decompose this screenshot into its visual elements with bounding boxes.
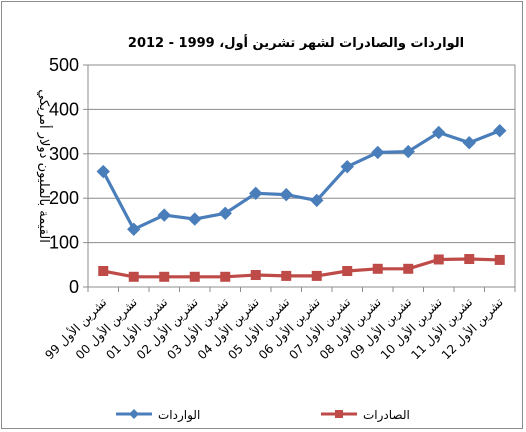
data-point	[128, 271, 139, 282]
data-point	[188, 212, 202, 226]
y-tick-label: 100	[49, 233, 79, 253]
data-point	[401, 144, 415, 159]
legend-item: الواردات	[116, 408, 200, 423]
series-layer	[96, 124, 507, 282]
y-tick-label: 300	[49, 144, 79, 164]
data-point	[157, 208, 171, 222]
plot-border	[87, 64, 516, 288]
series-1	[96, 124, 507, 236]
data-point	[220, 271, 231, 282]
data-point	[311, 270, 322, 281]
data-point	[371, 145, 385, 160]
data-point	[98, 266, 109, 277]
legend-label: الواردات	[158, 408, 200, 423]
data-point	[432, 125, 446, 140]
data-point	[403, 263, 414, 274]
data-point	[493, 124, 507, 138]
y-tick-label: 0	[69, 277, 79, 297]
data-point	[372, 263, 383, 274]
plot-area	[87, 64, 516, 288]
data-point	[342, 266, 353, 277]
data-point	[433, 254, 444, 265]
data-point	[96, 164, 110, 179]
data-point	[218, 206, 232, 221]
data-point	[464, 254, 475, 265]
series-2	[98, 254, 505, 282]
legend-item: الصادرات	[321, 408, 410, 423]
legend-label: الصادرات	[363, 408, 410, 423]
legend-marker	[335, 410, 343, 418]
data-point	[189, 271, 200, 282]
series-line	[102, 257, 500, 279]
data-point	[249, 186, 263, 201]
data-point	[250, 270, 261, 281]
data-point	[281, 270, 292, 281]
y-tick-label: 400	[49, 99, 79, 119]
data-point	[494, 254, 505, 265]
data-point	[340, 159, 354, 174]
y-tick-label: 500	[49, 55, 79, 75]
data-point	[127, 222, 141, 236]
data-point	[159, 271, 170, 282]
data-point	[462, 135, 476, 150]
y-axis-ticks: 0 100 200 300 400 500	[49, 55, 79, 297]
chart-title: الواردات والصادرات لشهر تشرين أول، 1999 …	[128, 34, 464, 51]
y-tick-label: 200	[49, 188, 79, 208]
data-point	[310, 193, 324, 208]
y-axis-label: القيمة بالمليون دولار أمريكي	[36, 89, 53, 243]
legend: الواردات الصادرات	[116, 408, 410, 423]
data-point	[279, 187, 293, 202]
legend-marker	[129, 409, 139, 419]
